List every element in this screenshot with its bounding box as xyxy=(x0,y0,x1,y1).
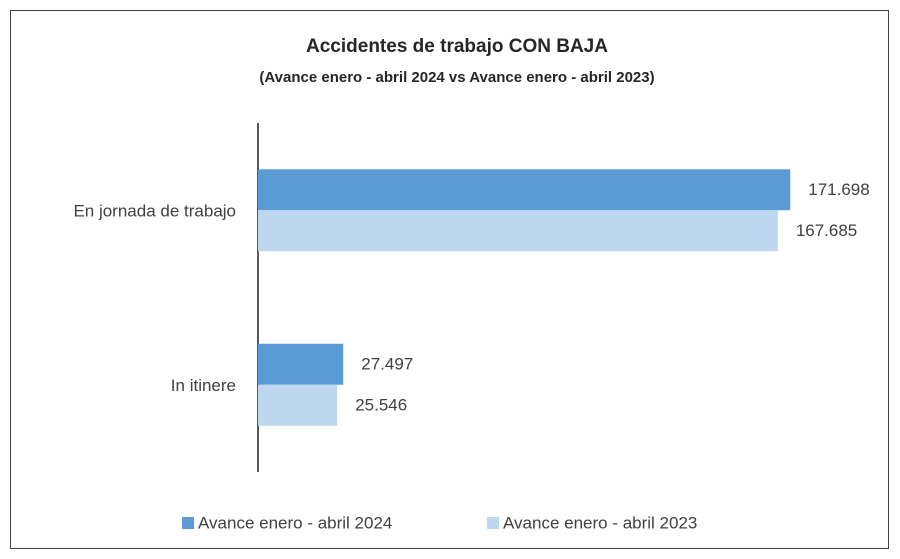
data-label: 25.546 xyxy=(355,396,407,415)
data-label: 171.698 xyxy=(808,180,869,199)
bar xyxy=(258,384,338,426)
bar xyxy=(258,210,778,252)
bar xyxy=(258,169,791,211)
legend-swatch xyxy=(182,517,194,529)
data-label: 167.685 xyxy=(796,221,857,240)
legend-swatch xyxy=(487,517,499,529)
legend-label: Avance enero - abril 2024 xyxy=(198,513,392,532)
chart-frame xyxy=(10,10,889,549)
legend-label: Avance enero - abril 2023 xyxy=(503,513,697,532)
bar xyxy=(258,343,344,385)
y-tick-label: En jornada de trabajo xyxy=(73,202,236,221)
data-label: 27.497 xyxy=(361,355,413,374)
chart-subtitle: (Avance enero - abril 2024 vs Avance ene… xyxy=(259,69,654,86)
y-tick-label: In itinere xyxy=(171,376,236,395)
chart-title: Accidentes de trabajo CON BAJA xyxy=(306,36,608,57)
